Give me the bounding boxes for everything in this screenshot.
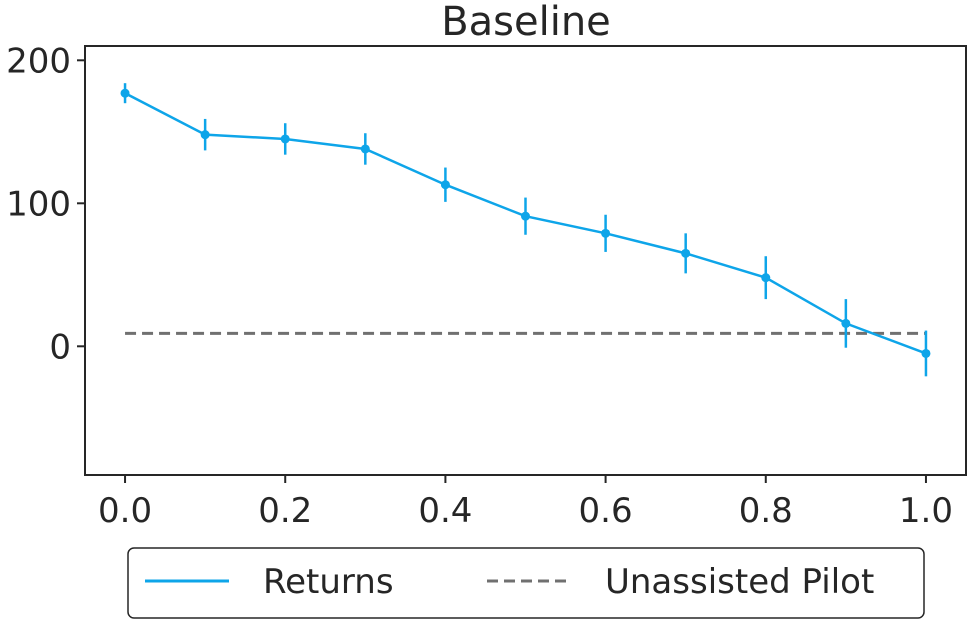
legend-label-unassisted-pilot: Unassisted Pilot — [605, 562, 874, 602]
data-point-returns — [280, 134, 290, 144]
x-tick-label: 0.6 — [579, 491, 633, 531]
chart-title: Baseline — [441, 0, 611, 45]
data-point-returns — [761, 273, 771, 283]
data-point-returns — [681, 248, 691, 258]
plot-area — [84, 45, 967, 476]
x-tick-label: 0.4 — [418, 491, 472, 531]
y-tick-label: 100 — [6, 184, 71, 224]
legend-label-returns: Returns — [263, 562, 394, 602]
legend-box — [127, 547, 925, 619]
data-point-returns — [200, 130, 210, 140]
legend: Returns Unassisted Pilot — [127, 547, 925, 619]
y-axis: 0 100 200 — [6, 41, 85, 367]
data-point-returns — [521, 211, 530, 221]
data-point-returns — [841, 318, 851, 328]
x-tick-label: 1.0 — [899, 491, 953, 531]
y-tick-label: 200 — [6, 41, 71, 81]
data-point-returns — [360, 144, 370, 154]
data-point-returns — [440, 180, 450, 190]
x-axis: 0.0 0.2 0.4 0.6 0.8 1.0 — [98, 475, 953, 531]
x-tick-label: 0.0 — [98, 491, 152, 531]
data-point-returns — [921, 348, 931, 358]
y-tick-label: 0 — [49, 327, 71, 367]
x-tick-label: 0.8 — [739, 491, 793, 531]
data-point-returns — [601, 228, 611, 238]
series-layer — [120, 83, 931, 377]
x-tick-label: 0.2 — [258, 491, 312, 531]
data-point-returns — [120, 88, 130, 98]
